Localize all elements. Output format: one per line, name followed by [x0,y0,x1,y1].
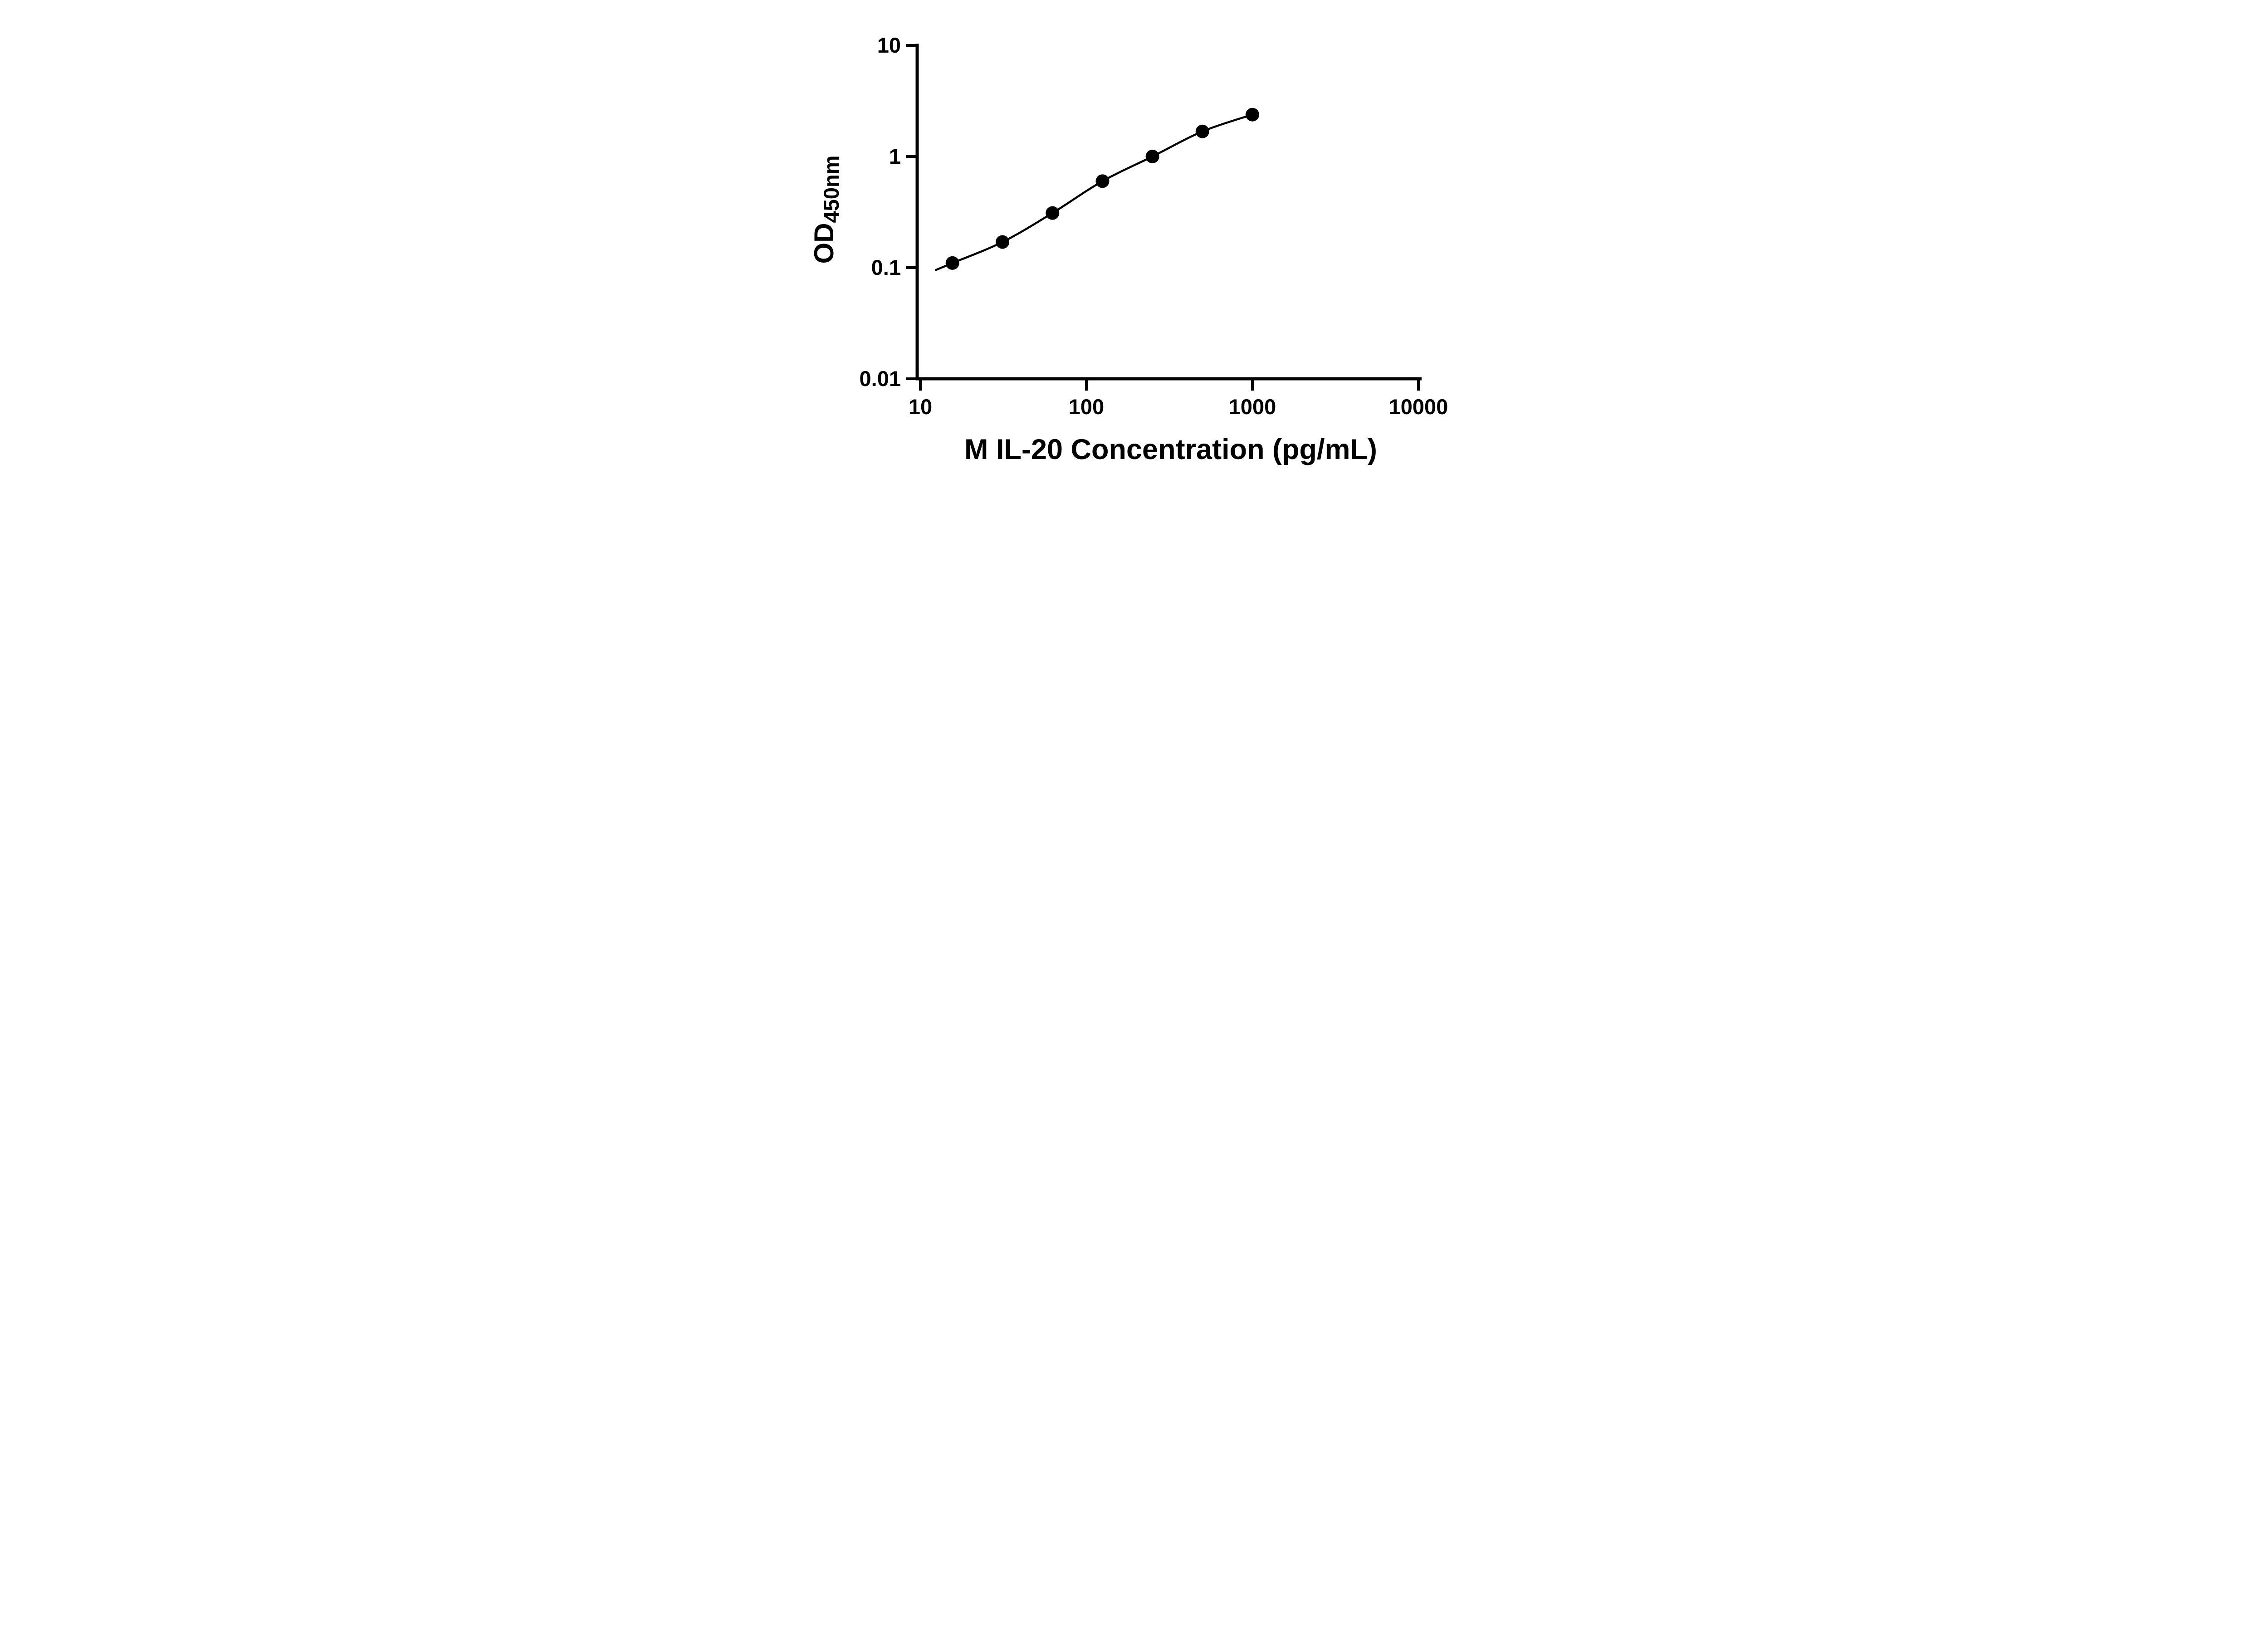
data-point [1195,124,1209,138]
data-point [1245,108,1259,122]
y-axis-title: OD450nm [809,156,843,264]
data-point [995,235,1009,249]
data-point [945,256,959,270]
standard-curve-chart: 10 1 0.1 0.01 10 100 1000 10000 OD450nm M IL-20… [784,0,1484,490]
y-axis-title-sub: 450nm [819,156,843,223]
y-axis-title-main: OD [809,223,839,264]
x-tick-label: 1000 [1228,395,1276,419]
figure: 10 1 0.1 0.01 10 100 1000 10000 OD450nm M IL-20… [0,0,2268,490]
plot-area: 10 1 0.1 0.01 10 100 1000 10000 [859,33,1448,419]
x-tick-label: 10000 [1388,395,1448,419]
y-tick-label: 1 [889,144,900,168]
x-axis-title: M IL-20 Concentration (pg/mL) [964,434,1377,465]
data-point [1145,150,1159,163]
y-tick-label: 0.1 [871,255,900,279]
data-point [1045,206,1059,220]
curve-line [934,113,1253,271]
x-tick-label: 10 [908,395,932,419]
data-point [1095,174,1109,188]
x-tick-label: 100 [1068,395,1104,419]
y-tick-label: 10 [877,33,900,57]
y-tick-label: 0.01 [859,367,900,391]
